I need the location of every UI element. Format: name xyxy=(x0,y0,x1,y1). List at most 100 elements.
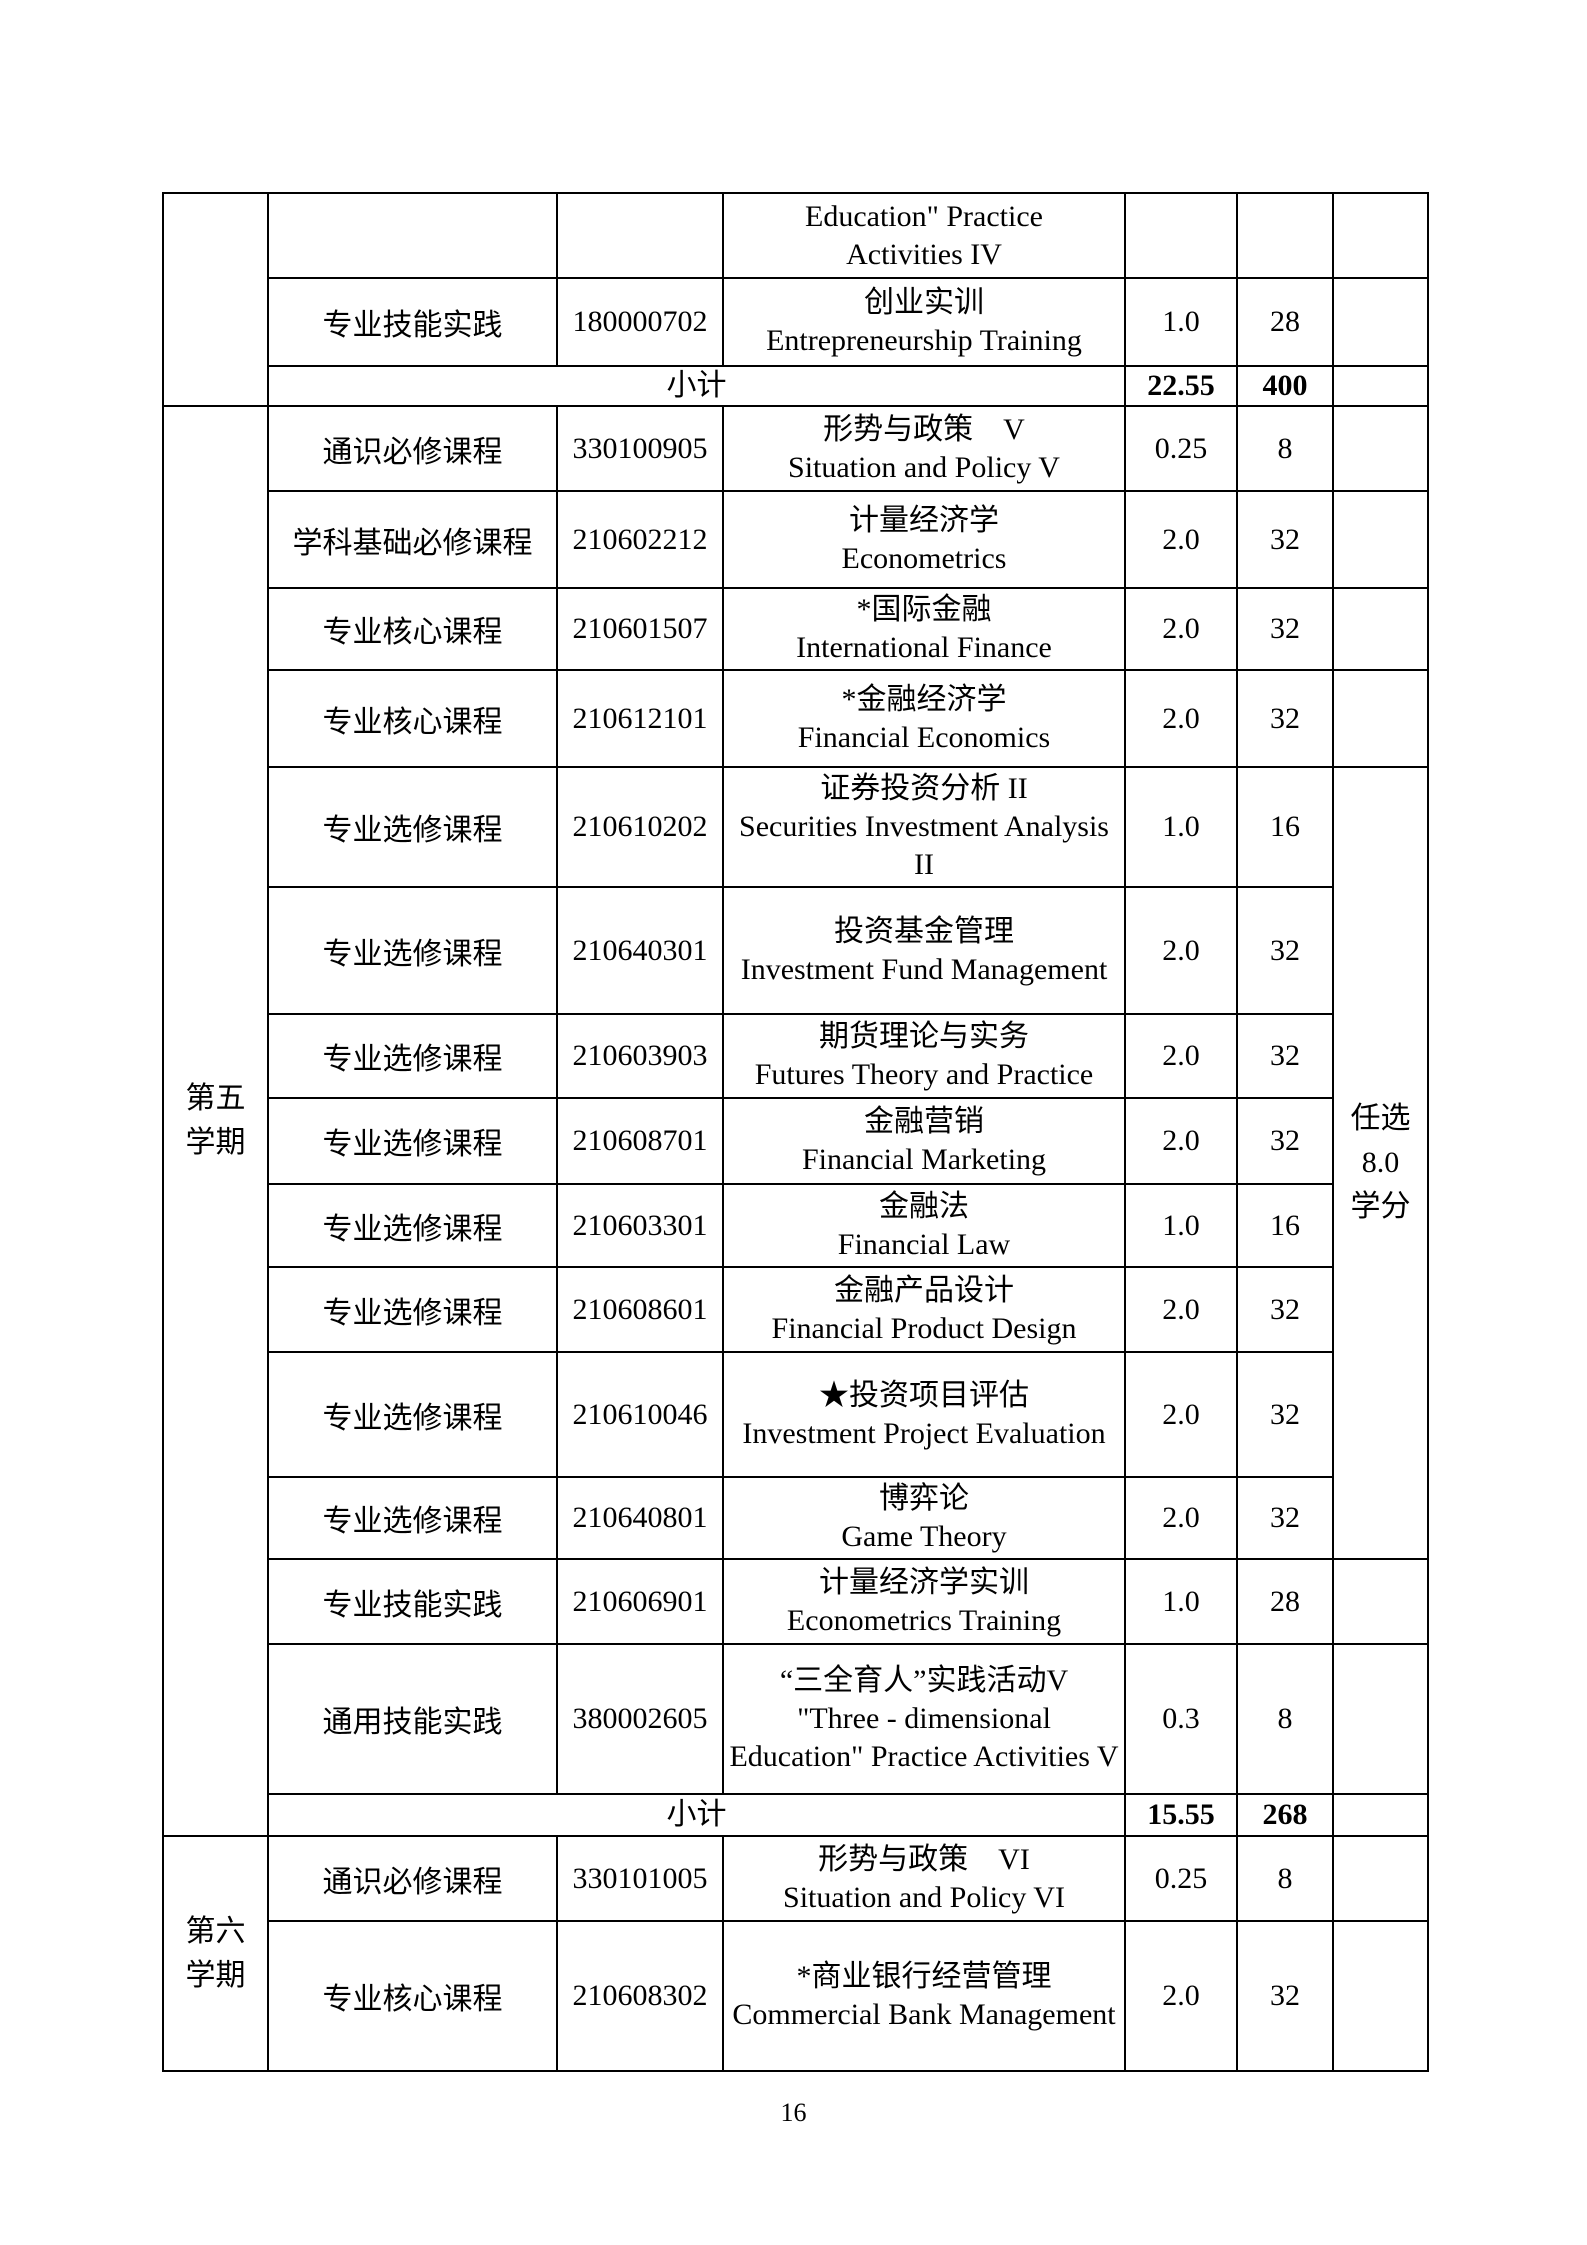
subtotal-label: 小计 xyxy=(267,365,1126,407)
table-row: 第五 学期 通识必修课程 330100905 形势与政策 V Situation… xyxy=(162,405,1429,1837)
course-name-cell: 计量经济学 Econometrics xyxy=(722,490,1126,589)
code-cell: 210608302 xyxy=(556,1920,724,2072)
code-cell: 330100905 xyxy=(556,405,724,492)
course-name-zh: 金融营销 xyxy=(864,1105,984,1138)
course-name-zh: 金融产品设计 xyxy=(834,1273,1014,1307)
table-row: 专业核心课程 210601507 *国际金融 International Fin… xyxy=(163,587,1429,671)
hours-cell: 32 xyxy=(1236,1351,1334,1478)
code-cell: 210610046 xyxy=(556,1351,724,1478)
course-name-en: Investment Fund Management xyxy=(740,952,1108,986)
course-name-cell: 金融产品设计 Financial Product Design xyxy=(722,1266,1126,1353)
semester-label-line2: 学期 xyxy=(185,1126,246,1159)
table-row: 第六 学期 通识必修课程 330101005 形势与政策 VI Situatio… xyxy=(162,1835,1429,2072)
credits-cell: 2.0 xyxy=(1124,1013,1238,1099)
course-name-zh: ★投资项目评估 xyxy=(819,1378,1029,1412)
hours-cell: 8 xyxy=(1236,1643,1334,1795)
course-name-cell: ★投资项目评估 Investment Project Evaluation xyxy=(722,1351,1126,1478)
category-cell: 专业选修课程 xyxy=(267,1351,558,1478)
table-row: 专业选修课程 210640801 博弈论 Game Theory 2.0 32 xyxy=(163,1476,1428,1560)
course-name-en: Financial Marketing xyxy=(801,1143,1047,1176)
course-name-zh: 期货理论与实务 xyxy=(819,1020,1029,1053)
elective-note-line2: 8.0 xyxy=(1361,1146,1400,1179)
credits-cell: 1.0 xyxy=(1124,277,1238,367)
elective-note-cell: 任选 8.0 学分 xyxy=(1332,766,1429,1560)
table-row: 专业选修课程 210608601 金融产品设计 Financial Produc… xyxy=(163,1266,1428,1353)
code-cell: 210602212 xyxy=(556,490,724,589)
table-row: 专业选修课程 210640301 投资基金管理 Investment Fund … xyxy=(163,886,1428,1015)
semester-label-line1: 第五 xyxy=(185,1082,246,1115)
semester-cell-5: 第五 学期 xyxy=(162,405,269,1837)
category-cell: 专业选修课程 xyxy=(267,766,558,888)
hours-cell: 32 xyxy=(1236,669,1334,768)
category-cell: 专业选修课程 xyxy=(267,1476,558,1560)
hours-cell: 16 xyxy=(1236,766,1334,888)
course-name-en: International Finance xyxy=(796,631,1052,664)
course-name-en: Financial Economics xyxy=(797,720,1051,754)
category-cell: 通识必修课程 xyxy=(267,1835,558,1922)
hours-cell: 32 xyxy=(1236,587,1334,671)
note-cell xyxy=(1332,1920,1429,2072)
table-row: 专业选修课程 210610046 ★投资项目评估 Investment Proj… xyxy=(163,1351,1428,1478)
hours-cell: 16 xyxy=(1236,1183,1334,1268)
credits-cell: 2.0 xyxy=(1124,1351,1238,1478)
subtotal-hours: 400 xyxy=(1236,365,1334,407)
credits-cell: 0.3 xyxy=(1124,1643,1238,1795)
table-row: Education" Practice Activities IV xyxy=(162,192,1429,407)
elective-note-line1: 任选 xyxy=(1350,1102,1411,1135)
code-cell: 210608601 xyxy=(556,1266,724,1353)
credits-cell: 0.25 xyxy=(1124,1835,1238,1922)
credits-cell: 0.25 xyxy=(1124,405,1238,492)
course-name-cell: 计量经济学实训 Econometrics Training xyxy=(722,1558,1126,1645)
course-name-cell: 投资基金管理 Investment Fund Management xyxy=(722,886,1126,1015)
semester-label-line2: 学期 xyxy=(185,1958,246,1992)
course-name-zh: *国际金融 xyxy=(856,593,992,626)
course-name-cell: *商业银行经营管理 Commercial Bank Management xyxy=(722,1920,1126,2072)
subtotal-row: 小计 15.55 268 xyxy=(163,1793,1429,1837)
page-number: 16 xyxy=(780,2098,807,2127)
course-name-cell: 形势与政策 VI Situation and Policy VI xyxy=(722,1835,1126,1922)
code-cell: 210603301 xyxy=(556,1183,724,1268)
note-cell xyxy=(1332,669,1429,768)
hours-cell: 28 xyxy=(1236,277,1334,367)
category-cell: 专业选修课程 xyxy=(267,1266,558,1353)
hours-cell: 32 xyxy=(1236,490,1334,589)
code-cell: 210640301 xyxy=(556,886,724,1015)
code-cell: 210603903 xyxy=(556,1013,724,1099)
hours-cell: 28 xyxy=(1236,1558,1334,1645)
course-name-en: Commercial Bank Management xyxy=(732,1998,1116,2031)
course-name-zh: 计量经济学实训 xyxy=(819,1565,1029,1599)
subtotal-label: 小计 xyxy=(267,1793,1126,1837)
course-name-zh: 金融法 xyxy=(879,1189,969,1223)
code-cell: 330101005 xyxy=(556,1835,724,1922)
hours-cell: 8 xyxy=(1236,1835,1334,1922)
code-cell: 180000702 xyxy=(556,277,724,367)
credits-cell: 1.0 xyxy=(1124,766,1238,888)
credits-cell: 2.0 xyxy=(1124,587,1238,671)
table-row: 通用技能实践 380002605 “三全育人”实践活动V "Three - di… xyxy=(163,1643,1429,1795)
course-name-cell: 证券投资分析 II Securities Investment Analysis… xyxy=(722,766,1126,888)
code-cell: 210640801 xyxy=(556,1476,724,1560)
category-cell: 学科基础必修课程 xyxy=(267,490,558,589)
course-name-zh: 博弈论 xyxy=(879,1482,969,1515)
subtotal-row: 小计 22.55 400 xyxy=(163,365,1429,407)
course-name-en: Securities Investment Analysis II xyxy=(739,810,1109,881)
elective-note-line3: 学分 xyxy=(1350,1190,1411,1223)
note-cell xyxy=(1332,490,1429,589)
course-name-en: Financial Product Design xyxy=(771,1311,1077,1345)
course-name-zh: *金融经济学 xyxy=(841,682,1007,716)
category-cell: 专业核心课程 xyxy=(267,669,558,768)
code-cell: 210610202 xyxy=(556,766,724,888)
credits-cell: 1.0 xyxy=(1124,1558,1238,1645)
curriculum-table: Education" Practice Activities IV 专业技能实践… xyxy=(162,192,1429,2072)
course-name-line2: Activities IV xyxy=(846,237,1002,271)
semester-label-line1: 第六 xyxy=(185,1914,246,1948)
course-name-cell: *金融经济学 Financial Economics xyxy=(722,669,1126,768)
credits-cell: 2.0 xyxy=(1124,669,1238,768)
table-row: 专业核心课程 210608302 *商业银行经营管理 Commercial Ba… xyxy=(163,1920,1429,2072)
category-cell: 专业技能实践 xyxy=(267,1558,558,1645)
course-name-zh: 计量经济学 xyxy=(849,503,999,537)
note-cell xyxy=(1332,277,1429,367)
semester-cell-6: 第六 学期 xyxy=(162,1835,269,2072)
code-cell: 210601507 xyxy=(556,587,724,671)
hours-cell: 8 xyxy=(1236,405,1334,492)
